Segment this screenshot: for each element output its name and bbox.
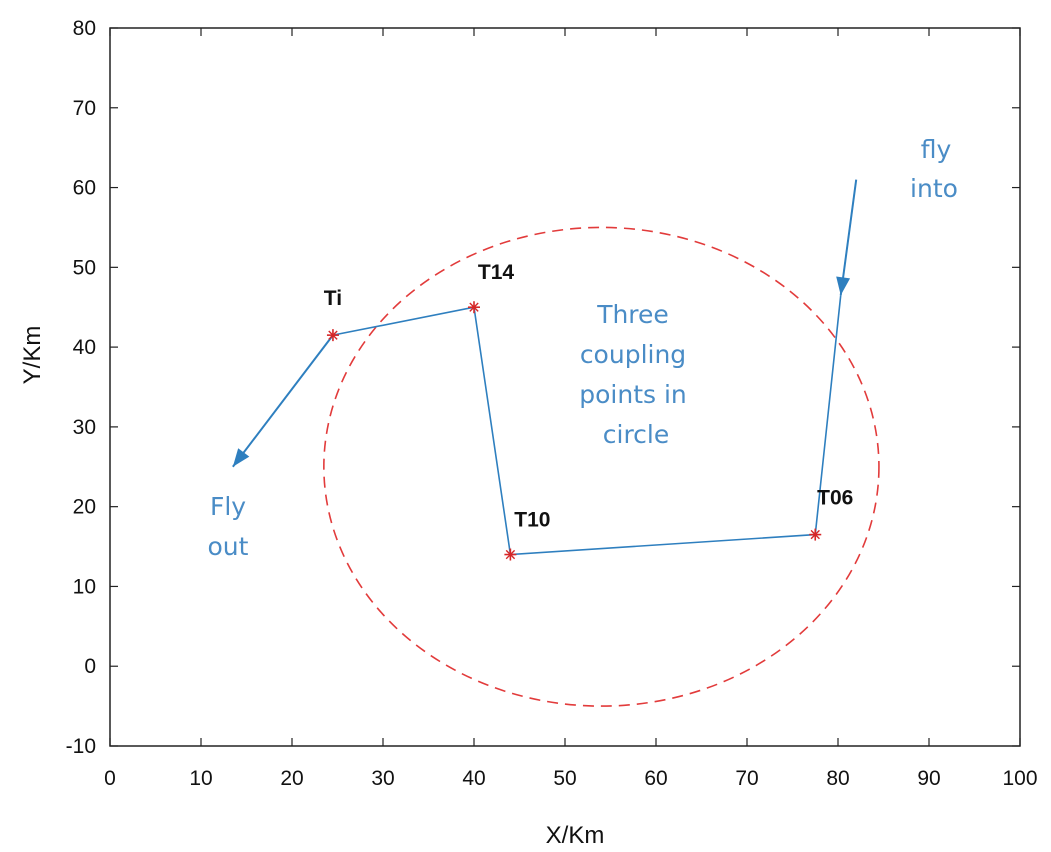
point-label-t14: T14 (478, 261, 515, 284)
tick-labels: 0 10 20 30 40 50 60 70 80 90 100 -10 0 10 20 30 40 50 60 70… (66, 17, 1038, 790)
point-marker-t14 (468, 301, 480, 314)
point-marker-ti (326, 329, 339, 342)
x-tick-label: 80 (826, 767, 849, 790)
y-tick-label: 60 (73, 177, 96, 200)
fly-out-label-line2: out (208, 532, 249, 561)
x-tick-label: 30 (371, 767, 394, 790)
x-tick-label: 70 (735, 767, 758, 790)
y-tick-label: 20 (73, 496, 96, 519)
fly-out-arrow (232, 334, 334, 468)
circle-note-line3: points in (579, 380, 687, 409)
x-tick-label: 60 (644, 767, 667, 790)
y-tick-label: 0 (84, 655, 96, 678)
fly-out-label-line1: Fly (210, 492, 246, 521)
point-marker-t10 (504, 548, 517, 561)
x-tick-label: 90 (917, 767, 940, 790)
flight-arrows (232, 179, 858, 468)
fly-into-label-line1: fly (921, 135, 952, 164)
fly-into-arrow (836, 179, 858, 296)
circle-note-line2: coupling (580, 340, 686, 369)
point-marker-t06 (809, 528, 822, 541)
x-tick-label: 10 (189, 767, 212, 790)
y-tick-label: 80 (73, 17, 96, 40)
point-label-t10: T10 (514, 509, 550, 532)
axis-ticks (109, 27, 1021, 747)
y-tick-label: 10 (73, 575, 96, 598)
y-axis-title: Y/Km (19, 326, 46, 385)
x-tick-label: 0 (104, 767, 116, 790)
coupling-circle (323, 226, 880, 707)
y-tick-label: 50 (73, 256, 96, 279)
x-tick-label: 20 (280, 767, 303, 790)
x-tick-label: 40 (462, 767, 485, 790)
circle-note-line4: circle (603, 420, 670, 449)
y-tick-label: 40 (73, 336, 96, 359)
y-tick-label: 30 (73, 416, 96, 439)
x-tick-label: 50 (553, 767, 576, 790)
point-label-ti: Ti (324, 287, 342, 310)
coupling-point-markers (326, 301, 822, 561)
point-label-t06: T06 (817, 487, 853, 510)
coupling-point-labels: Ti T14 T10 T06 (324, 261, 854, 531)
plot-area (109, 27, 1021, 747)
circle-note-line1: Three (596, 300, 669, 329)
x-tick-label: 100 (1002, 767, 1037, 790)
x-axis-title: X/Km (546, 822, 605, 849)
y-tick-label: 70 (73, 97, 96, 120)
y-tick-label: -10 (66, 735, 96, 758)
fly-into-label-line2: into (910, 174, 958, 203)
